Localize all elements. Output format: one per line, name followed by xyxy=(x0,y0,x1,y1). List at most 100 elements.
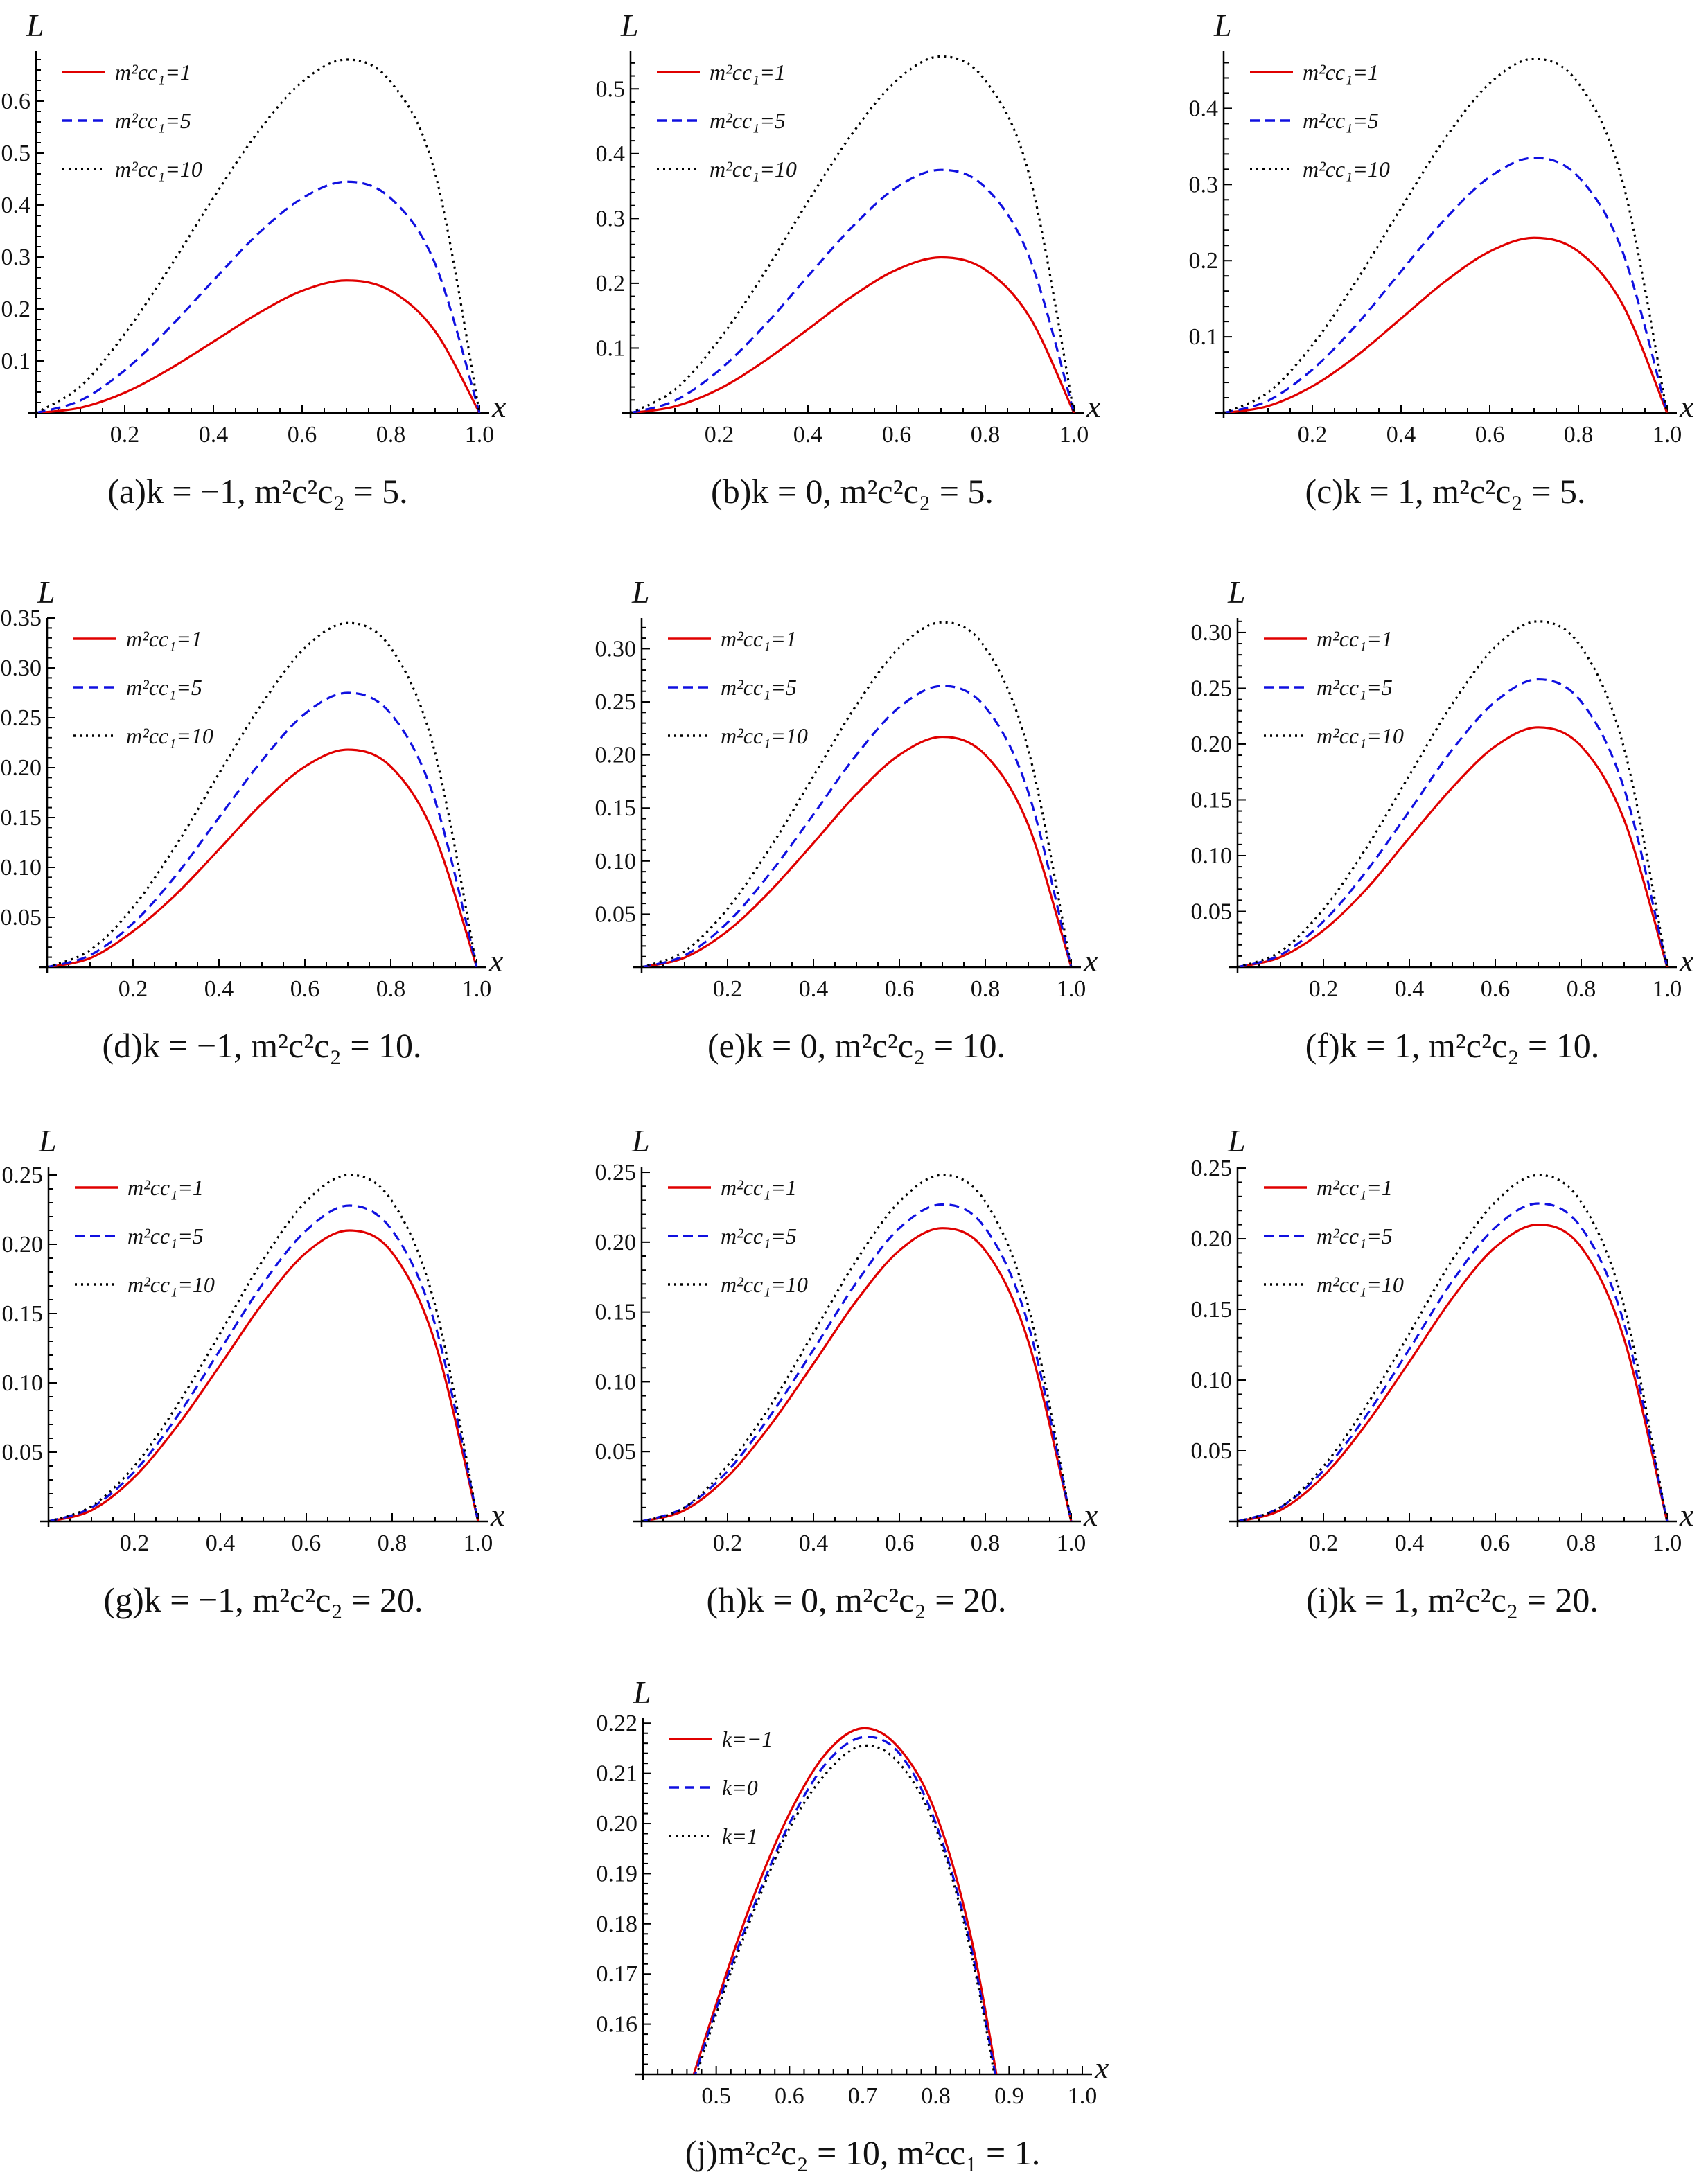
series-line-3 xyxy=(47,621,478,967)
legend-label-1: m²cc₁=1 xyxy=(721,626,797,651)
x-tick-label: 0.4 xyxy=(1395,976,1425,1002)
series-line-2 xyxy=(47,691,478,967)
y-tick-label: 0.10 xyxy=(595,849,637,874)
series-line-1 xyxy=(36,279,481,413)
y-axis-label: L xyxy=(633,1675,651,1710)
y-tick-label: 0.21 xyxy=(597,1761,638,1787)
y-tick-label: 0.05 xyxy=(595,901,637,927)
x-tick-label: 0.2 xyxy=(713,976,743,1002)
y-tick-label: 0.15 xyxy=(1,805,42,831)
x-tick-label: 0.6 xyxy=(882,422,912,448)
series-line-2 xyxy=(36,180,481,413)
legend-label-1: m²cc₁=1 xyxy=(127,1175,204,1200)
y-tick-label: 0.20 xyxy=(1191,1226,1233,1252)
x-tick-label: 0.7 xyxy=(848,2083,878,2109)
series-line-2 xyxy=(49,1204,479,1521)
y-tick-label: 0.4 xyxy=(1189,96,1219,121)
plot-area xyxy=(36,58,481,413)
x-tick-label: 0.8 xyxy=(376,422,406,448)
legend-label-3: k=1 xyxy=(722,1824,758,1848)
y-tick-label: 0.5 xyxy=(596,76,626,102)
x-axis-label: x xyxy=(1679,943,1694,978)
x-tick-label: 0.8 xyxy=(1564,422,1594,448)
x-tick-label: 1.0 xyxy=(462,976,492,1002)
series-line-3 xyxy=(642,1174,1073,1521)
panel-e: 0.2 0.4 0.6 0.8 1.0 0.05 0.10 0.15 0.20 0.25 0.30 L… xyxy=(595,574,1099,1065)
legend-label-3: m²cc₁=10 xyxy=(1303,157,1390,182)
series-line-3 xyxy=(631,55,1075,413)
series-line-1 xyxy=(692,1727,998,2074)
y-tick-label: 0.15 xyxy=(2,1301,44,1327)
y-tick-label: 0.10 xyxy=(2,1370,44,1396)
panel-caption: (f)k = 1, m²c²c₂ = 10. xyxy=(1305,1026,1600,1065)
x-tick-label: 1.0 xyxy=(1653,976,1682,1002)
panel-caption: (b)k = 0, m²c²c₂ = 5. xyxy=(711,472,994,511)
x-tick-label: 0.2 xyxy=(1298,422,1328,448)
x-tick-label: 0.2 xyxy=(1309,1530,1339,1556)
y-tick-label: 0.25 xyxy=(2,1163,44,1188)
series-line-2 xyxy=(642,685,1073,967)
panel-g: 0.2 0.4 0.6 0.8 1.0 0.05 0.10 0.15 0.20 0.25 Lx m²c… xyxy=(2,1123,506,1619)
legend-label-1: m²cc₁=1 xyxy=(721,1175,797,1200)
x-axis-label: x xyxy=(1086,389,1101,424)
legend-label-1: m²cc₁=1 xyxy=(1303,60,1379,85)
panel-d: 0.2 0.4 0.6 0.8 1.0 0.05 0.10 0.15 0.20 0.25 0.30 0… xyxy=(1,574,504,1065)
y-tick-label: 0.05 xyxy=(1,905,42,930)
series-line-1 xyxy=(1238,1224,1669,1521)
x-tick-label: 0.4 xyxy=(799,976,829,1002)
x-tick-label: 0.4 xyxy=(199,422,229,448)
plot-area xyxy=(49,1174,479,1521)
series-line-1 xyxy=(642,1227,1073,1521)
x-tick-label: 0.2 xyxy=(713,1530,743,1556)
y-axis-label: L xyxy=(38,1123,57,1158)
legend-label-3: m²cc₁=10 xyxy=(127,1272,215,1297)
y-tick-label: 0.15 xyxy=(595,1300,637,1325)
x-tick-label: 0.6 xyxy=(885,976,915,1002)
legend-label-1: m²cc₁=1 xyxy=(710,60,786,85)
y-tick-label: 0.2 xyxy=(596,271,626,297)
x-tick-label: 0.6 xyxy=(292,1530,322,1556)
x-axis-label: x xyxy=(1679,1497,1694,1533)
series-line-3 xyxy=(49,1174,479,1521)
legend-label-2: k=0 xyxy=(722,1775,758,1800)
legend-label-3: m²cc₁=10 xyxy=(126,723,213,748)
legend-label-1: m²cc₁=1 xyxy=(1317,626,1393,651)
legend-label-3: m²cc₁=10 xyxy=(721,1272,808,1297)
plot-area xyxy=(631,55,1075,413)
x-axis-label: x xyxy=(1083,1497,1098,1533)
panel-caption: (a)k = −1, m²c²c₂ = 5. xyxy=(107,472,407,511)
series-line-1 xyxy=(631,256,1075,413)
x-tick-label: 0.4 xyxy=(793,422,823,448)
x-tick-label: 0.2 xyxy=(110,422,140,448)
plot-area xyxy=(47,621,478,967)
y-tick-label: 0.10 xyxy=(1191,843,1233,869)
legend-label-3: m²cc₁=10 xyxy=(710,157,797,182)
y-tick-label: 0.15 xyxy=(1191,1297,1233,1323)
x-tick-label: 0.8 xyxy=(971,422,1001,448)
legend-label-2: m²cc₁=5 xyxy=(721,675,797,700)
panel-caption: (j)m²c²c₂ = 10, m²cc₁ = 1. xyxy=(685,2133,1040,2172)
legend-label-1: k=−1 xyxy=(722,1727,773,1751)
series-line-2 xyxy=(1224,157,1669,413)
x-axis-label: x xyxy=(488,943,504,978)
y-tick-label: 0.2 xyxy=(1,297,31,322)
legend-label-2: m²cc₁=5 xyxy=(710,108,786,133)
y-tick-label: 0.17 xyxy=(597,1961,638,1987)
panel-caption: (g)k = −1, m²c²c₂ = 20. xyxy=(103,1580,423,1619)
y-tick-label: 0.1 xyxy=(596,335,626,361)
x-tick-label: 0.8 xyxy=(378,1530,407,1556)
y-axis-label: L xyxy=(1227,1123,1246,1158)
x-axis-label: x xyxy=(1679,389,1694,424)
legend-label-3: m²cc₁=10 xyxy=(1317,723,1404,748)
x-tick-label: 0.8 xyxy=(971,976,1001,1002)
y-tick-label: 0.25 xyxy=(595,1160,637,1185)
series-line-2 xyxy=(1238,1202,1669,1521)
y-axis-label: L xyxy=(1227,574,1246,610)
x-tick-label: 0.8 xyxy=(376,976,406,1002)
y-tick-label: 0.10 xyxy=(1191,1368,1233,1393)
x-axis-label: x xyxy=(1094,2050,1109,2085)
y-tick-label: 0.35 xyxy=(1,606,42,631)
panel-caption: (e)k = 0, m²c²c₂ = 10. xyxy=(707,1026,1005,1065)
